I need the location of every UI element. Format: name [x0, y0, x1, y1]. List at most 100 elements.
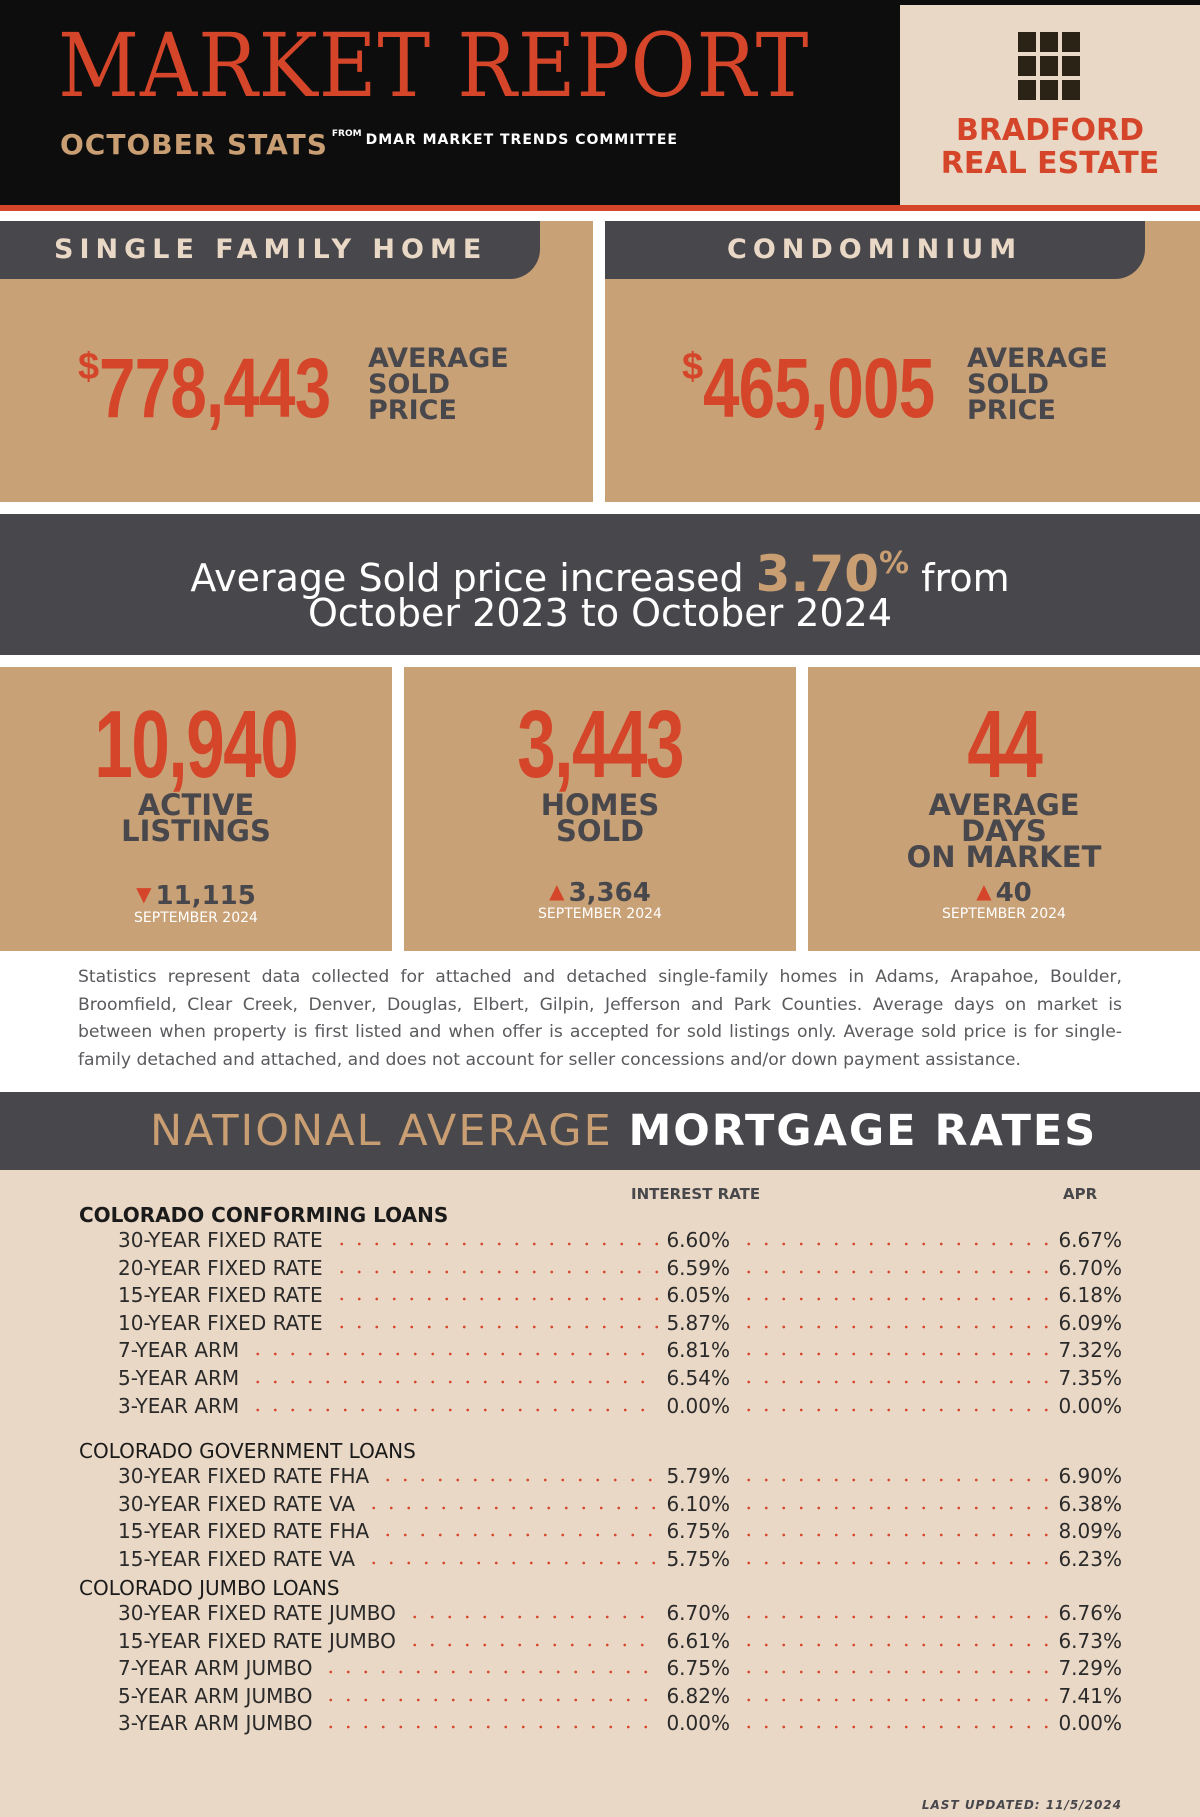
banner-line: October 2023 to October 2024	[307, 591, 893, 635]
price-value: 465,005	[703, 341, 935, 435]
mortgage-heading-text: NATIONAL AVERAGE MORTGAGE RATES	[150, 1110, 1097, 1153]
subtitle-from: FROM	[331, 129, 362, 139]
loan-type: 15-YEAR FIXED RATE	[118, 1283, 323, 1308]
apr-value: 7.35%	[1058, 1366, 1122, 1390]
stat-label-line: SOLD	[555, 814, 645, 848]
dot-leader	[379, 1533, 658, 1538]
stat-label-line: LISTINGS	[121, 814, 271, 848]
loan-type: 15-YEAR FIXED RATE JUMBO	[118, 1628, 396, 1653]
grid-logo-icon	[1018, 32, 1080, 102]
price-label: AVERAGE SOLD PRICE	[368, 343, 509, 426]
apr-value: 7.32%	[1058, 1338, 1122, 1363]
dot-leader	[365, 1560, 658, 1565]
interest-rate: 0.00%	[666, 1711, 730, 1736]
loan-type: 20-YEAR FIXED RATE	[118, 1255, 323, 1280]
stat-days-on-market: 44 AVERAGE DAYS ON MARKET ▲ 40 SEPTEMBER …	[808, 667, 1200, 951]
dot-leader	[740, 1352, 1052, 1357]
interest-rate: 6.54%	[666, 1366, 730, 1390]
heading-bold: MORTGAGE RATES	[628, 1106, 1098, 1156]
apr-value: 8.09%	[1058, 1519, 1122, 1544]
price-label-line: PRICE	[368, 395, 457, 426]
previous-value-text: 11,115	[155, 881, 256, 911]
previous-month: SEPTEMBER 2024	[134, 910, 258, 926]
stat-label: HOMES SOLD	[404, 791, 796, 848]
header: MARKET REPORT OCTOBER STATS FROM DMAR MARK…	[0, 0, 1200, 205]
stat-label-line: ON MARKET	[906, 840, 1102, 874]
column-header-apr: APR	[1063, 1185, 1098, 1203]
dot-leader	[740, 1505, 1052, 1510]
apr-value: 6.70%	[1058, 1255, 1122, 1280]
price-label: AVERAGE SOLD PRICE	[967, 345, 1108, 426]
stat-label-line: DAYS	[961, 814, 1047, 848]
divider	[0, 211, 1200, 216]
banner-percent-sign: %	[879, 546, 910, 581]
banner-percent: 3.70	[755, 545, 880, 603]
rate-row: 20-YEAR FIXED RATE 6.59% 6.70%	[0, 1258, 1200, 1286]
card-tab: SINGLE FAMILY HOME	[0, 221, 540, 279]
stat-value-text: 44	[966, 691, 1042, 798]
dot-leader	[740, 1324, 1052, 1329]
stat-value-text: 10,940	[94, 691, 299, 798]
interest-rate: 6.70%	[666, 1601, 730, 1625]
single-family-card: SINGLE FAMILY HOME $778,443 AVERAGE SOLD…	[0, 221, 593, 502]
dot-leader	[379, 1478, 658, 1482]
dot-leader	[740, 1242, 1052, 1246]
apr-value: 6.76%	[1058, 1601, 1122, 1625]
dot-leader	[740, 1697, 1052, 1702]
apr-value: 6.18%	[1058, 1283, 1122, 1308]
stat-label-line: AVERAGE	[928, 788, 1080, 822]
dot-leader	[406, 1642, 658, 1647]
interest-rate: 6.59%	[666, 1255, 730, 1280]
rate-row: 30-YEAR FIXED RATE FHA 5.79% 6.90%	[0, 1466, 1200, 1494]
dot-leader	[333, 1242, 658, 1246]
loan-group-title: COLORADO CONFORMING LOANS	[79, 1203, 449, 1227]
rate-row: 15-YEAR FIXED RATE FHA 6.75% 8.09%	[0, 1521, 1200, 1549]
loan-type: 5-YEAR ARM JUMBO	[118, 1683, 313, 1708]
loan-type: 15-YEAR FIXED RATE VA	[118, 1546, 356, 1571]
dot-leader	[740, 1478, 1052, 1482]
rate-row: 30-YEAR FIXED RATE 6.60% 6.67%	[0, 1230, 1200, 1258]
logo-name-line2: REAL ESTATE	[940, 146, 1160, 181]
banner-post: from	[909, 556, 1010, 600]
rate-row: 7-YEAR ARM 6.81% 7.32%	[0, 1340, 1200, 1368]
loan-group-title: COLORADO JUMBO LOANS	[79, 1576, 340, 1600]
price-label-line: AVERAGE	[368, 343, 509, 374]
loan-type: 30-YEAR FIXED RATE	[118, 1228, 323, 1252]
dot-leader	[406, 1615, 658, 1619]
interest-rate: 5.75%	[666, 1546, 730, 1571]
dollar-sign: $	[682, 346, 704, 388]
loan-type: 30-YEAR FIXED RATE FHA	[118, 1464, 370, 1488]
price-label-line: PRICE	[967, 395, 1056, 426]
interest-rate: 6.75%	[666, 1519, 730, 1544]
stat-active-listings: 10,940 ACTIVE LISTINGS ▼ 11,115 SEPTEMBER…	[0, 667, 392, 951]
price-value: 778,443	[99, 341, 331, 435]
stat-label: ACTIVE LISTINGS	[0, 788, 392, 848]
stat-homes-sold: 3,443 HOMES SOLD ▲ 3,364 SEPTEMBER 2024	[404, 667, 796, 951]
dot-leader	[740, 1380, 1052, 1384]
divider	[0, 205, 1200, 211]
apr-value: 7.41%	[1058, 1683, 1122, 1708]
loan-type: 30-YEAR FIXED RATE VA	[118, 1491, 356, 1516]
interest-rate: 6.05%	[666, 1283, 730, 1308]
previous-value: ▲ 40	[808, 880, 1200, 906]
rate-row: 15-YEAR FIXED RATE VA 5.75% 6.23%	[0, 1549, 1200, 1577]
previous-value-text: 40	[995, 878, 1032, 908]
apr-value: 7.29%	[1058, 1656, 1122, 1681]
banner-pre: Average Sold price increased	[190, 556, 756, 600]
interest-rate: 6.10%	[666, 1491, 730, 1516]
loan-type: 15-YEAR FIXED RATE FHA	[118, 1519, 370, 1544]
stat-label-line: ACTIVE	[137, 788, 255, 822]
stat-value-text: 3,443	[517, 691, 684, 798]
stat-value: 44	[808, 697, 1200, 793]
previous-value: ▲ 3,364	[404, 880, 796, 906]
card-tab: CONDOMINIUM	[605, 221, 1145, 279]
rate-row: 30-YEAR FIXED RATE VA 6.10% 6.38%	[0, 1494, 1200, 1522]
dot-leader	[740, 1670, 1052, 1675]
loan-type: 7-YEAR ARM	[118, 1338, 240, 1363]
dot-leader	[249, 1407, 658, 1412]
dot-leader	[322, 1697, 658, 1702]
interest-rate: 6.75%	[666, 1656, 730, 1681]
card-tab-label: CONDOMINIUM	[727, 234, 1023, 265]
logo-name-line1: BRADFORD	[955, 113, 1145, 148]
rate-row: 30-YEAR FIXED RATE JUMBO 6.70% 6.76%	[0, 1603, 1200, 1631]
